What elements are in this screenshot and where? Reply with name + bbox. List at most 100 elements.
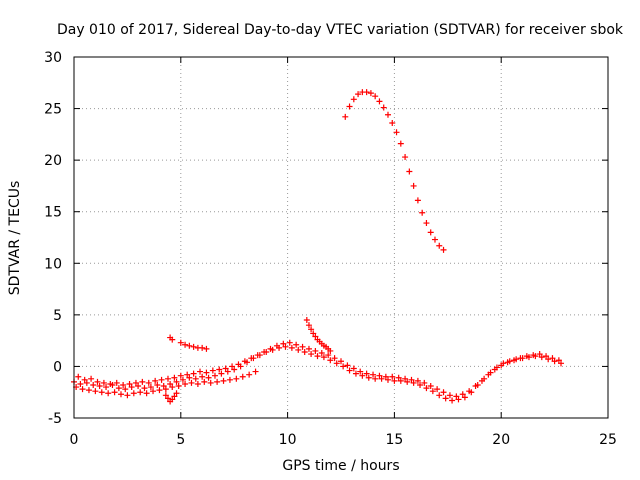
data-point [156, 387, 163, 394]
data-point [132, 379, 139, 386]
data-point [308, 326, 315, 333]
data-point [355, 91, 362, 98]
data-point [357, 368, 364, 375]
data-point [171, 374, 178, 381]
data-point [312, 347, 319, 354]
data-point [282, 343, 289, 350]
data-point [94, 378, 101, 385]
data-point [184, 371, 191, 378]
x-tick-label: 15 [385, 432, 403, 448]
data-point [267, 345, 274, 352]
data-point [128, 384, 135, 391]
data-point [446, 392, 453, 399]
data-point [545, 356, 552, 363]
data-point [203, 369, 210, 376]
data-point [162, 386, 169, 393]
data-point [305, 345, 312, 352]
data-point [299, 343, 306, 350]
data-point [169, 396, 176, 403]
data-point [288, 344, 295, 351]
y-axis-label: SDTVAR / TECUs [7, 181, 23, 296]
data-point [147, 384, 154, 391]
data-point [246, 371, 253, 378]
data-point [461, 394, 468, 401]
data-point [254, 352, 261, 359]
data-point [117, 391, 124, 398]
data-point [115, 385, 122, 392]
data-point [280, 340, 287, 347]
data-point [427, 383, 434, 390]
data-point [175, 383, 182, 390]
data-point [164, 395, 171, 402]
data-point [85, 387, 92, 394]
data-point [77, 380, 84, 387]
data-point [402, 154, 409, 161]
data-point [139, 378, 146, 385]
data-point [370, 371, 377, 378]
data-point [130, 390, 137, 397]
data-point [543, 353, 550, 360]
grid [74, 57, 608, 418]
data-point [203, 345, 210, 352]
data-point [201, 378, 208, 385]
data-point [226, 376, 233, 383]
data-point [160, 383, 167, 390]
data-point [410, 379, 417, 386]
data-point [331, 355, 338, 362]
y-tick-label: 0 [53, 359, 62, 375]
data-point [301, 348, 308, 355]
data-point [194, 380, 201, 387]
chart-title: Day 010 of 2017, Sidereal Day-to-day VTE… [57, 22, 624, 38]
data-point [126, 380, 133, 387]
x-tick-label: 20 [492, 432, 510, 448]
data-point [192, 375, 199, 382]
data-point [378, 375, 385, 382]
data-point [434, 386, 441, 393]
data-point [436, 242, 443, 249]
data-point [523, 353, 530, 360]
data-point [199, 344, 206, 351]
data-point [179, 376, 186, 383]
series-baseline-1 [71, 343, 565, 404]
data-point [459, 391, 466, 398]
x-axis-label: GPS time / hours [282, 458, 399, 474]
data-point [440, 389, 447, 396]
data-point [414, 377, 421, 384]
data-point [342, 113, 349, 120]
data-point [393, 129, 400, 136]
data-point [314, 353, 321, 360]
data-point [239, 373, 246, 380]
data-point [190, 370, 197, 377]
x-tick-label: 5 [176, 432, 185, 448]
data-point [344, 362, 351, 369]
data-point [188, 379, 195, 386]
data-point [120, 381, 127, 388]
data-point [498, 362, 505, 369]
data-point [372, 93, 379, 100]
data-point [340, 363, 347, 370]
data-point [209, 367, 216, 374]
data-point [491, 366, 498, 373]
series-arc-high [342, 89, 447, 253]
data-point [173, 378, 180, 385]
series-baseline-3 [73, 368, 259, 399]
data-point [143, 390, 150, 397]
data-point [167, 380, 174, 387]
data-point [395, 374, 402, 381]
data-point [429, 388, 436, 395]
series-segment-5h [167, 334, 210, 352]
data-point [241, 358, 248, 365]
data-point [303, 317, 310, 324]
y-tick-label: 30 [44, 50, 62, 66]
data-point [308, 351, 315, 358]
data-point [83, 379, 90, 386]
data-point [363, 370, 370, 377]
data-point [182, 341, 189, 348]
data-point [350, 365, 357, 372]
data-point [113, 379, 120, 386]
data-point [389, 373, 396, 380]
data-point [382, 373, 389, 380]
data-point [273, 342, 280, 349]
data-point [472, 383, 479, 390]
data-point [478, 377, 485, 384]
